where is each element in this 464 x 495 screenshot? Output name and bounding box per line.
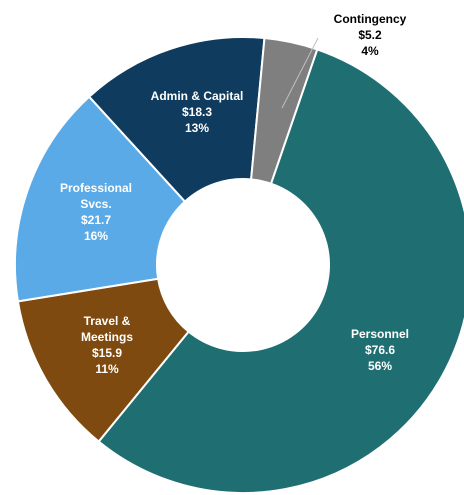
percent-label: 13%: [184, 121, 210, 135]
category-label: Personnel: [350, 327, 410, 341]
slice-label: Contingency $5.2 4%: [315, 11, 425, 59]
value-label: $76.6: [364, 343, 396, 357]
donut-slice: [87, 36, 266, 203]
percent-label: 56%: [367, 359, 393, 373]
percent-label: 11%: [95, 362, 119, 376]
donut-slice: [16, 277, 190, 443]
category-label: Admin & Capital: [150, 89, 244, 103]
slice-label: Admin & Capital $18.3 13%: [137, 88, 257, 136]
percent-label: 4%: [361, 44, 379, 58]
value-label: $5.2: [358, 28, 382, 42]
category-label: Contingency: [333, 12, 407, 26]
donut-slice: [250, 36, 319, 185]
value-label: $15.9: [91, 346, 123, 360]
slice-label: Travel & Meetings $15.9 11%: [72, 313, 142, 377]
percent-label: 16%: [83, 229, 109, 243]
category-label: Professional Svcs.: [59, 181, 133, 211]
leader-line: [281, 37, 319, 109]
value-label: $21.7: [80, 213, 112, 227]
category-label: Travel & Meetings: [80, 314, 133, 344]
slice-label: Personnel $76.6 56%: [335, 326, 425, 374]
donut-slice: [97, 48, 464, 494]
donut-slice: [14, 95, 187, 303]
slice-label: Professional Svcs. $21.7 16%: [51, 180, 141, 244]
value-label: $18.3: [181, 105, 213, 119]
